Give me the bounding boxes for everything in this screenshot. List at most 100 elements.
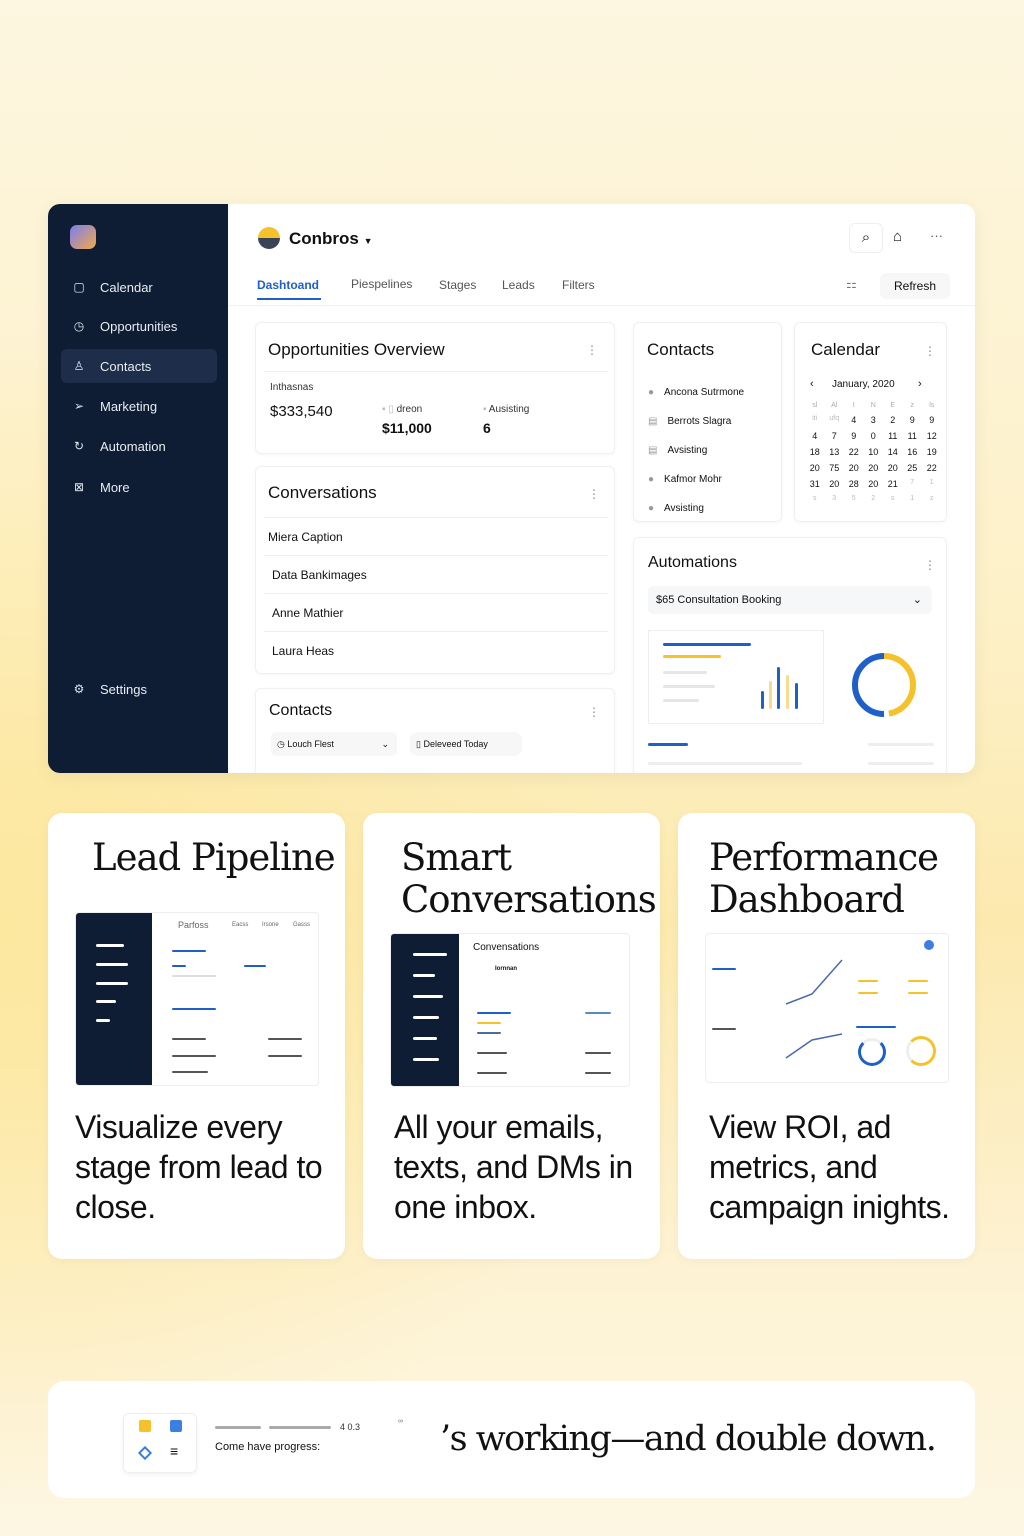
workspace-switcher[interactable]: Conbros ▼ (289, 229, 373, 249)
calendar-day[interactable]: 21 (887, 479, 898, 489)
contact-item[interactable]: ● Ancona Sutrmone (648, 387, 745, 398)
prev-month-button[interactable]: ‹ (810, 378, 814, 390)
calendar-day[interactable]: 5 (851, 495, 856, 502)
calendar-day[interactable]: 22 (926, 463, 937, 473)
calendar-day[interactable]: iti (812, 415, 818, 422)
stat2-value: 6 (483, 420, 491, 436)
tab-leads[interactable]: Leads (502, 278, 535, 292)
calendar-day[interactable]: 25 (907, 463, 918, 473)
stat2-label: ▪ Ausisting (483, 404, 530, 415)
tab-filters[interactable]: Filters (562, 278, 595, 292)
kebab-menu-icon[interactable]: ⋮ (588, 487, 600, 501)
calendar-day[interactable]: z (930, 495, 934, 502)
calendar-day[interactable]: 20 (829, 479, 840, 489)
calendar-day[interactable]: 31 (809, 479, 820, 489)
calendar-day[interactable]: 4 (851, 415, 857, 425)
sidebar-item-marketing[interactable]: ➢ Marketing (61, 389, 217, 423)
tab-stages[interactable]: Stages (439, 278, 477, 292)
calendar-day[interactable]: ufq (829, 415, 840, 422)
gear-icon: ⚙ (73, 682, 85, 696)
thumb-title: Convensations (473, 942, 540, 953)
calendar-day[interactable]: 4 (812, 431, 818, 441)
calendar-day[interactable]: 9 (909, 415, 915, 425)
calendar-day[interactable]: 10 (868, 447, 879, 457)
filter-icon[interactable]: ⚏ (846, 277, 857, 291)
calendar-day[interactable]: s (813, 495, 817, 502)
calendar-day[interactable]: 3 (832, 495, 837, 502)
contact-item[interactable]: ▤ Avsisting (648, 445, 708, 456)
contact-filter-select[interactable]: ◷ Louch Flest ⌄ (271, 732, 397, 756)
clock-icon: ◷ (73, 319, 85, 333)
conversation-item[interactable]: Miera Caption (264, 518, 608, 556)
calendar-day[interactable]: 18 (809, 447, 820, 457)
feature-title: Lead Pipeline (92, 836, 336, 879)
calendar-day[interactable]: 28 (848, 479, 859, 489)
kebab-menu-icon[interactable]: ⋮ (586, 343, 598, 357)
calendar-day[interactable]: 9 (851, 431, 857, 441)
contacts-summary-card: Contacts ⋮ ◷ Louch Flest ⌄ ▯ Deleveed Tod… (255, 688, 615, 773)
calendar-day[interactable]: 1 (910, 495, 915, 502)
calendar-day[interactable]: 20 (868, 479, 879, 489)
date-filter-chip[interactable]: ▯ Deleveed Today (410, 732, 522, 756)
calendar-day[interactable]: 2 (890, 415, 896, 425)
stat1-value: $11,000 (382, 420, 432, 436)
kebab-menu-icon[interactable]: ⋮ (588, 705, 600, 719)
calendar-day[interactable]: 20 (848, 463, 859, 473)
progress-value: 4 0.3 (340, 1422, 361, 1432)
calendar-day[interactable]: 20 (868, 463, 879, 473)
tab-pipelines[interactable]: Piespelines (351, 277, 413, 291)
sidebar-item-more[interactable]: ⊠ More (61, 470, 217, 504)
calendar-day[interactable]: 20 (887, 463, 898, 473)
nav-label: Contacts (100, 358, 152, 374)
calendar-icon: ▢ (73, 280, 85, 294)
sidebar-item-calendar[interactable]: ▢ Calendar (61, 270, 217, 304)
card-title: Contacts (269, 702, 333, 719)
donut-chart (852, 653, 916, 717)
calendar-day[interactable]: 7 (910, 479, 915, 486)
sidebar-item-automation[interactable]: ↻ Automation (61, 429, 217, 463)
home-icon[interactable]: ⌂ (893, 228, 903, 245)
automation-chart (648, 630, 824, 724)
calendar-day[interactable]: 14 (887, 447, 898, 457)
weekday-label: z (910, 402, 915, 409)
contact-item[interactable]: ● Avsisting (648, 503, 704, 514)
id-card-icon: ▤ (648, 416, 658, 427)
calendar-day[interactable]: 9 (929, 415, 935, 425)
conversation-item[interactable]: Data Bankimages (264, 556, 608, 594)
kebab-menu-icon[interactable]: ⋮ (924, 558, 936, 572)
automations-card: Automations ⋮ $65 Consultation Booking ⌄ (633, 537, 947, 773)
calendar-day[interactable]: 3 (870, 415, 876, 425)
calendar-day[interactable]: 2 (871, 495, 876, 502)
calendar-day[interactable]: 20 (809, 463, 820, 473)
calendar-day[interactable]: 19 (926, 447, 937, 457)
overview-total: $333,540 (270, 403, 333, 420)
conversation-item[interactable]: Anne Mathier (264, 594, 608, 632)
contact-item[interactable]: ● Kafmor Mohr (648, 474, 722, 485)
automation-select[interactable]: $65 Consultation Booking ⌄ (648, 586, 932, 614)
calendar-day[interactable]: s (891, 495, 895, 502)
conversation-item[interactable]: Laura Heas (272, 644, 335, 658)
contact-item[interactable]: ▤ Berrots Slagra (648, 416, 732, 427)
search-button[interactable]: ⌕ (849, 223, 883, 253)
more-icon[interactable]: ··· (930, 228, 943, 243)
calendar-day[interactable]: 13 (829, 447, 840, 457)
calendar-day[interactable]: 0 (870, 431, 876, 441)
tagline: ’s working—and double down. (440, 1419, 937, 1459)
sidebar-item-contacts[interactable]: ♙ Contacts (61, 349, 217, 383)
refresh-button[interactable]: Refresh (880, 273, 950, 299)
sidebar-item-opportunities[interactable]: ◷ Opportunities (61, 309, 217, 343)
calendar-day[interactable]: 75 (829, 463, 840, 473)
feature-title: Smart Conversations (401, 836, 657, 921)
calendar-day[interactable]: 16 (907, 447, 918, 457)
sidebar-item-settings[interactable]: ⚙ Settings (61, 672, 217, 706)
calendar-day[interactable]: 1 (929, 479, 934, 486)
calendar-day[interactable]: 7 (831, 431, 837, 441)
kebab-menu-icon[interactable]: ⋮ (924, 344, 936, 358)
calendar-day[interactable]: 11 (888, 431, 898, 441)
calendar-day[interactable]: 11 (907, 431, 917, 441)
next-month-button[interactable]: › (918, 378, 922, 390)
calendar-day[interactable]: 12 (926, 431, 937, 441)
calendar-day[interactable]: 22 (848, 447, 859, 457)
tab-dashboard[interactable]: Dashtoand (257, 278, 320, 292)
